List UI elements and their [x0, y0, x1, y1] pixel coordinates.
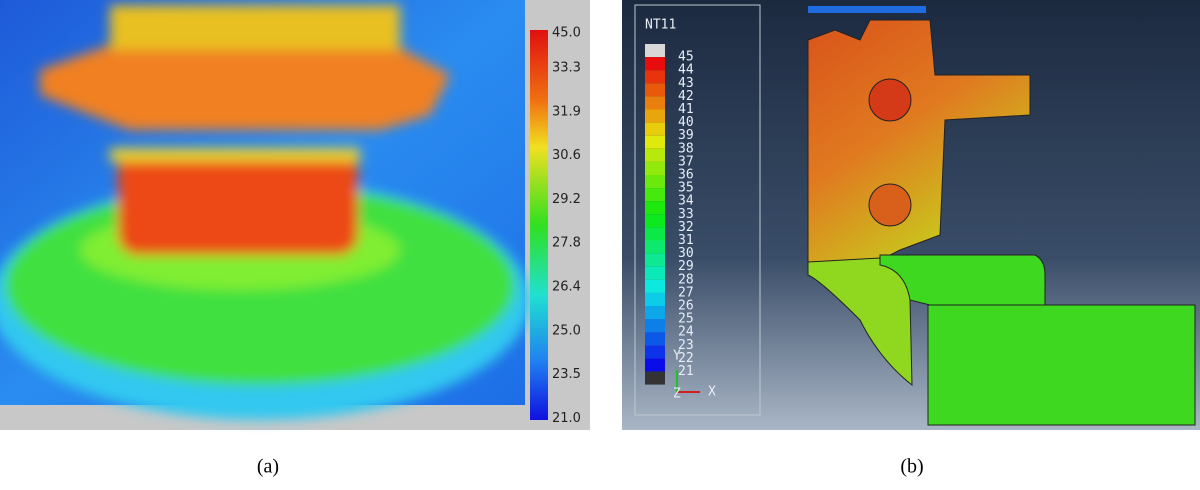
ball — [868, 183, 912, 227]
colorbar-label: 26.4 — [552, 280, 581, 295]
legend-swatch — [645, 135, 665, 149]
colorbar-label: 21.0 — [552, 411, 581, 426]
legend-swatch — [645, 214, 665, 228]
triad-label: X — [708, 385, 716, 400]
ball — [868, 78, 912, 122]
legend-swatch — [645, 122, 665, 136]
thermal-object — [0, 5, 530, 420]
part — [927, 304, 1196, 426]
caption: (a) — [257, 456, 279, 478]
legend-title: NT11 — [645, 18, 676, 33]
legend-label: 32 — [678, 220, 694, 235]
legend: 4544434241403938373635343332313029282726… — [645, 44, 694, 385]
colorbar — [530, 30, 548, 420]
colorbar-label: 30.6 — [552, 148, 581, 163]
triad-label: Y — [673, 349, 681, 364]
legend-label: 45 — [678, 50, 694, 65]
legend-swatch — [645, 240, 665, 254]
legend-label: 24 — [678, 325, 694, 340]
legend-label: 26 — [678, 299, 694, 314]
legend-swatch — [645, 175, 665, 189]
legend-swatch — [645, 201, 665, 215]
legend-label: 44 — [678, 63, 694, 78]
colorbar-label: 23.5 — [552, 367, 581, 382]
panel-b: NT11 45444342414039383736353433323130292… — [622, 0, 1200, 478]
legend-swatch — [645, 292, 665, 306]
colorbar-label: 25.0 — [552, 323, 581, 338]
legend-swatch — [645, 109, 665, 123]
legend-label: 42 — [678, 89, 694, 104]
legend-swatch — [645, 227, 665, 241]
legend-swatch — [645, 266, 665, 280]
colorbar-label: 45.0 — [552, 26, 581, 41]
legend-label: 29 — [678, 259, 694, 274]
legend-label: 35 — [678, 181, 694, 196]
legend-label: 36 — [678, 168, 694, 183]
legend-swatch — [645, 345, 665, 359]
legend-swatch — [645, 96, 665, 110]
legend-swatch — [645, 319, 665, 333]
legend-swatch — [645, 332, 665, 346]
legend-label: 39 — [678, 128, 694, 143]
legend-swatch — [645, 148, 665, 162]
legend-swatch — [645, 83, 665, 97]
legend-swatch — [645, 44, 665, 58]
panel-a: 45.0 33.3 31.9 30.6 29.2 27.8 26.4 25.0 23.5 21.0… — [0, 0, 590, 478]
legend-swatch — [645, 70, 665, 84]
legend-label: 23 — [678, 338, 694, 353]
legend-swatch — [645, 57, 665, 71]
legend-label: 37 — [678, 154, 694, 169]
legend-label: 38 — [678, 141, 694, 156]
colorbar-label: 29.2 — [552, 192, 581, 207]
legend-swatch — [645, 188, 665, 202]
legend-label: 34 — [678, 194, 694, 209]
colorbar-label: 27.8 — [552, 236, 581, 251]
colorbar-label: 31.9 — [552, 104, 581, 119]
legend-swatch — [645, 358, 665, 372]
legend-label: 40 — [678, 115, 694, 130]
legend-label: 21 — [678, 364, 694, 379]
legend-label: 43 — [678, 76, 694, 91]
legend-label: 28 — [678, 272, 694, 287]
legend-label: 33 — [678, 207, 694, 222]
legend-swatch — [645, 253, 665, 267]
colorbar-labels: 45.0 33.3 31.9 30.6 29.2 27.8 26.4 25.0 23.5 21.0 — [552, 26, 581, 426]
legend-swatch — [645, 279, 665, 293]
legend-label: 31 — [678, 233, 694, 248]
legend-label: 30 — [678, 246, 694, 261]
legend-box — [634, 4, 761, 416]
legend-label: 41 — [678, 102, 694, 117]
triad-label: Z — [673, 387, 681, 402]
caption: (b) — [900, 456, 923, 478]
part — [808, 6, 926, 13]
legend-label: 27 — [678, 285, 694, 300]
legend-swatch — [645, 306, 665, 320]
colorbar-label: 33.3 — [552, 61, 581, 76]
legend-label: 25 — [678, 312, 694, 327]
legend-swatch — [645, 161, 665, 175]
legend-swatch — [645, 371, 665, 385]
legend-label: 22 — [678, 351, 694, 366]
